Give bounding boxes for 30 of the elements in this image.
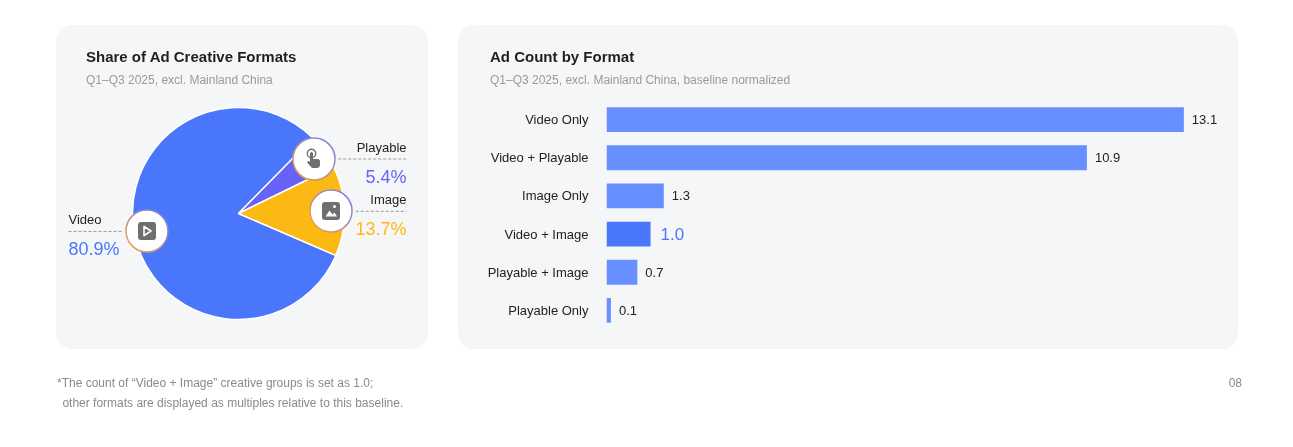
bar [606,298,611,323]
y-tick-label: Video + Image [504,226,589,242]
bar [606,259,638,285]
text: 08 [1228,375,1242,392]
slice-label: Playable [356,139,407,155]
data-label: 1.3 [671,188,690,204]
chart-subtitle: Q1–Q3 2025, excl. Mainland China, baseline normalized [490,72,791,89]
data-label: 10.9 [1094,150,1121,166]
slice-label: Image [370,191,407,207]
bar [606,221,651,247]
slice-label: Video [68,211,102,227]
chart-title: Ad Count by Format [490,47,635,67]
chart-title: Share of Ad Creative Formats [86,47,297,67]
data-label: 5.4% [365,167,407,188]
y-tick-label: Playable Only [508,302,589,318]
text: *The count of “Video + Image” creative groups is set as 1.0; other formats are displayed as multiples relative to this baseline. [57,375,404,412]
data-label: 13.7% [355,219,407,240]
data-label: 0.7 [645,264,664,280]
y-tick-label: Playable + Image [487,264,589,280]
data-label: 0.1 [618,302,637,318]
y-tick-label: Video Only [525,112,589,128]
data-label: 1.0 [660,225,685,245]
data-label: 13.1 [1191,112,1218,128]
data-label: 80.9% [68,239,120,260]
chart-subtitle: Q1–Q3 2025, excl. Mainland China [86,72,273,89]
y-tick-label: Image Only [522,188,589,204]
y-tick-label: Video + Playable [490,150,589,166]
bar [606,107,1184,132]
bar [606,183,664,209]
bar [606,145,1087,171]
